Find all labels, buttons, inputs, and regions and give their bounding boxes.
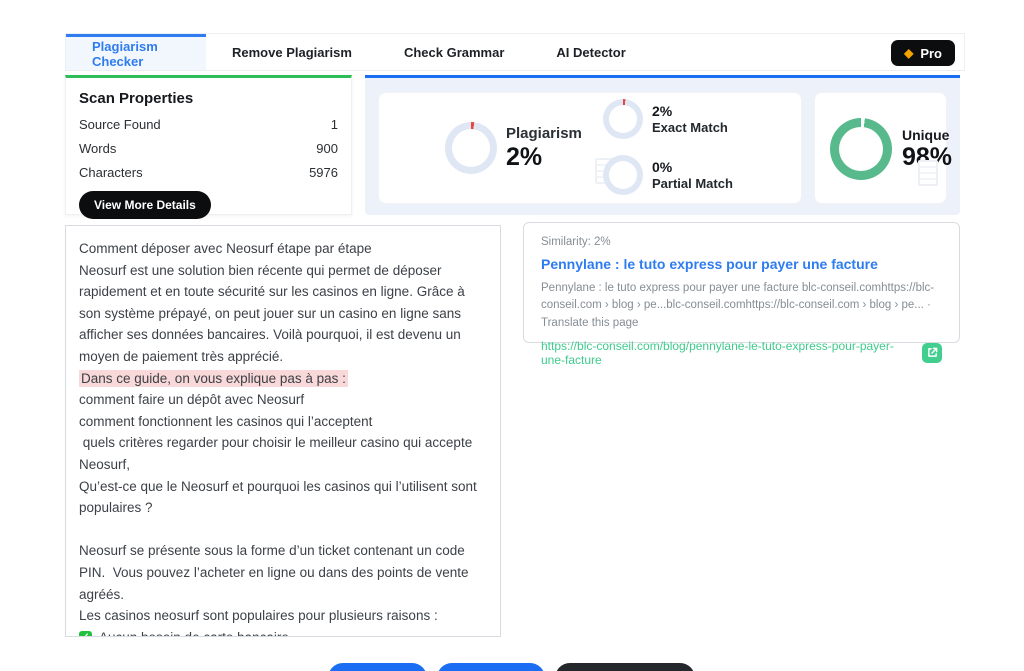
similarity-label: Similarity: 2% [541, 236, 611, 248]
scan-row-label: Characters [79, 165, 143, 180]
unique-stat: Unique 98% [830, 118, 952, 186]
document-line: Neosurf se présente sous la forme d’un t… [79, 543, 473, 602]
external-link-icon[interactable] [922, 342, 942, 363]
document-check-line: ✓ Aucun besoin de carte bancaire [79, 627, 487, 636]
unique-label: Unique [902, 126, 950, 143]
scan-row-label: Words [79, 141, 117, 156]
source-url-row: https://blc-conseil.com/blog/pennylane-l… [541, 339, 942, 367]
action-button-secondary[interactable] [437, 663, 545, 671]
unique-stats-card: Unique 98% [814, 92, 952, 204]
gem-icon: ◆ [904, 46, 914, 60]
pro-button[interactable]: ◆ Pro [891, 40, 955, 66]
source-snippet: Pennylane : le tuto express pour payer u… [541, 282, 935, 329]
pro-button-label: Pro [920, 45, 942, 61]
scanned-text-panel[interactable]: Comment déposer avec Neosurf étape par é… [65, 225, 501, 637]
tab-ai-detector[interactable]: AI Detector [556, 44, 626, 60]
partial-match-value: 0% [652, 159, 673, 175]
action-button-primary[interactable] [328, 663, 427, 671]
partial-match-label: Partial Match [652, 176, 733, 191]
scan-properties-title: Scan Properties [79, 90, 194, 107]
document-line: Neosurf est une solution bien récente qu… [79, 262, 469, 364]
scan-row-words: Words 900 [79, 141, 338, 156]
plagiarism-stat: Plagiarism 2% [445, 122, 615, 184]
exact-match-label: Exact Match [652, 120, 728, 135]
scan-row-value: 1 [330, 117, 338, 132]
document-line: Les casinos neosurf sont populaires pour… [79, 608, 438, 624]
plagiarism-stats-card: Plagiarism 2% 2% Exact Match 0% Partial … [378, 92, 802, 204]
scan-row-source-found: Source Found 1 [79, 117, 338, 132]
view-more-details-button[interactable]: View More Details [79, 191, 211, 219]
scan-row-characters: Characters 5976 [79, 165, 338, 180]
plagiarism-value: 2% [506, 142, 543, 171]
results-summary-panel: Plagiarism 2% 2% Exact Match 0% Partial … [365, 75, 960, 215]
partial-match-donut-chart [603, 155, 643, 195]
matched-source-panel: Similarity: 2% Pennylane : le tuto expre… [523, 222, 960, 367]
scan-row-value: 900 [316, 141, 338, 156]
plagiarized-text-highlight: Dans ce guide, on vous explique pas à pa… [79, 369, 348, 387]
unique-donut-chart [830, 118, 892, 180]
scan-row-value: 5976 [309, 165, 338, 180]
plagiarism-label: Plagiarism [506, 124, 582, 142]
document-line: Aucun besoin de carte bancaire [99, 627, 289, 636]
document-blank-line [79, 519, 487, 541]
document-line: quels critères regarder pour choisir le … [79, 435, 476, 472]
scan-properties-panel: Scan Properties Source Found 1 Words 900… [65, 75, 352, 219]
plagiarism-donut-chart [445, 122, 497, 174]
tab-remove-plagiarism[interactable]: Remove Plagiarism [232, 44, 352, 60]
source-title-link[interactable]: Pennylane : le tuto express pour payer u… [541, 256, 878, 272]
tab-bar: Plagiarism Checker Remove Plagiarism Che… [65, 33, 965, 71]
action-button-dark[interactable] [555, 663, 695, 671]
document-line: Qu’est-ce que le Neosurf et pourquoi les… [79, 478, 481, 516]
check-icon: ✓ [79, 630, 92, 636]
exact-match-value: 2% [652, 103, 673, 119]
scan-row-label: Source Found [79, 117, 161, 132]
document-line-highlighted: Dans ce guide, on vous explique pas à pa… [79, 368, 487, 390]
document-line: comment fonctionnent les casinos qui l’a… [79, 413, 373, 429]
tab-plagiarism-checker[interactable]: Plagiarism Checker [66, 34, 206, 70]
partial-match-stat: 0% Partial Match [603, 155, 733, 195]
tab-check-grammar[interactable]: Check Grammar [403, 44, 505, 60]
document-line: Comment déposer avec Neosurf étape par é… [79, 241, 372, 256]
document-watermark-icon [918, 160, 938, 186]
exact-match-donut-chart [603, 99, 643, 139]
source-url-link[interactable]: https://blc-conseil.com/blog/pennylane-l… [541, 338, 894, 367]
document-line: comment faire un dépôt avec Neosurf [79, 392, 305, 408]
exact-match-stat: 2% Exact Match [603, 99, 728, 139]
